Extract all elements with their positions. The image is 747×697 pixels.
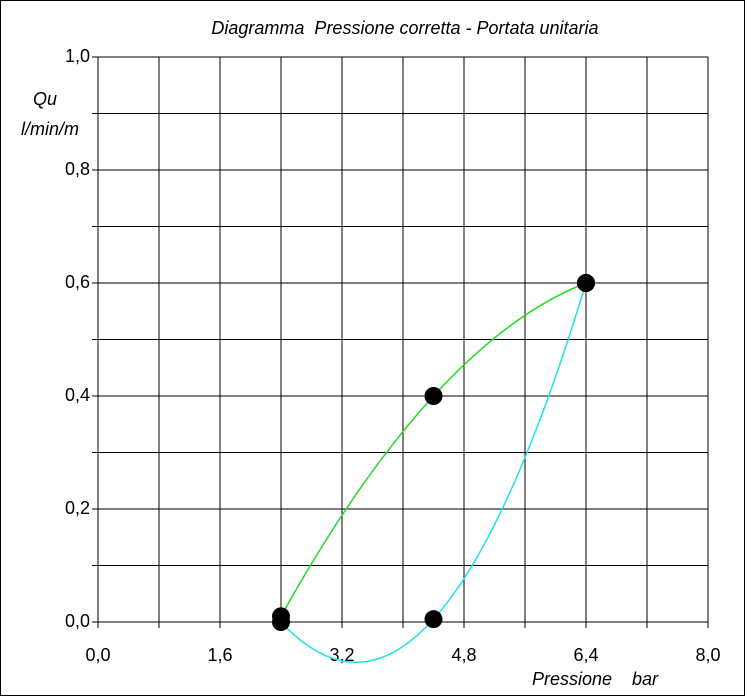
data-point — [272, 613, 290, 631]
series-line — [280, 282, 587, 617]
y-tick-label: 1,0 — [65, 46, 90, 66]
series-line — [280, 282, 587, 663]
data-point — [424, 387, 443, 405]
data-point — [577, 274, 595, 292]
x-tick-label: 0,0 — [85, 645, 110, 665]
x-tick-label: 6,4 — [573, 645, 598, 665]
x-tick-label: 8,0 — [695, 645, 720, 665]
y-tick-label: 0,8 — [65, 159, 90, 179]
x-axis-label: Pressione bar — [532, 669, 659, 689]
x-tick-label: 1,6 — [207, 645, 232, 665]
y-axis-label: Qu — [33, 89, 57, 109]
y-tick-label: 0,4 — [65, 385, 90, 405]
y-tick-label: 0,0 — [65, 611, 90, 631]
y-axis-label: l/min/m — [21, 119, 79, 139]
y-tick-label: 0,2 — [65, 498, 90, 518]
chart-title: Diagramma Pressione corretta - Portata u… — [211, 18, 598, 38]
x-tick-label: 4,8 — [451, 645, 476, 665]
data-point — [424, 610, 443, 629]
y-tick-label: 0,6 — [65, 272, 90, 292]
